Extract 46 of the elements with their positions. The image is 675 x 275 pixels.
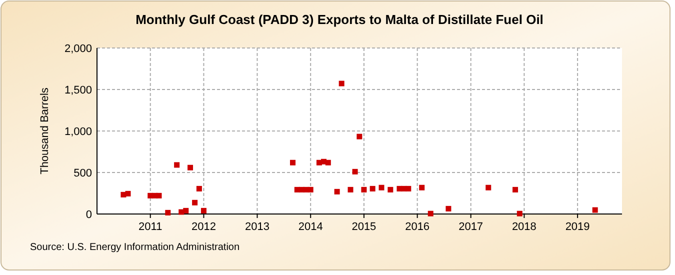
point bbox=[290, 160, 296, 166]
point bbox=[188, 164, 194, 170]
point bbox=[516, 210, 522, 216]
point bbox=[370, 186, 376, 192]
point bbox=[592, 207, 598, 213]
point bbox=[348, 186, 354, 192]
y-tick-label: 500 bbox=[74, 168, 92, 180]
point bbox=[356, 134, 362, 140]
point bbox=[156, 192, 162, 198]
x-tick-label: 2012 bbox=[191, 221, 216, 233]
point bbox=[308, 186, 314, 192]
point bbox=[378, 184, 384, 190]
point bbox=[325, 160, 331, 166]
x-tick-label: 2011 bbox=[138, 221, 162, 233]
y-tick-label: 1,500 bbox=[64, 84, 92, 96]
point bbox=[192, 200, 198, 206]
y-axis-title: Thousand Barrels bbox=[39, 87, 51, 174]
point bbox=[419, 184, 425, 190]
point bbox=[165, 210, 171, 216]
x-tick-label: 2018 bbox=[512, 221, 536, 233]
x-tick-label: 2013 bbox=[244, 221, 270, 233]
point bbox=[352, 168, 358, 174]
point bbox=[428, 210, 434, 216]
source-note: Source: U.S. Energy Information Administration bbox=[30, 242, 240, 253]
point bbox=[446, 206, 452, 212]
point bbox=[183, 208, 189, 214]
point bbox=[334, 188, 340, 194]
x-tick-label: 2016 bbox=[405, 221, 430, 233]
point bbox=[406, 186, 412, 192]
x-tick-label: 2014 bbox=[298, 221, 323, 233]
x-tick-label: 2015 bbox=[352, 221, 376, 233]
y-tick-label: 2,000 bbox=[64, 43, 92, 55]
point bbox=[512, 186, 518, 192]
x-tick-label: 2017 bbox=[458, 221, 484, 233]
point bbox=[200, 208, 206, 214]
point bbox=[361, 186, 367, 192]
point bbox=[125, 190, 131, 196]
point bbox=[338, 80, 344, 86]
point bbox=[196, 186, 202, 192]
point bbox=[388, 186, 394, 192]
y-tick-label: 0 bbox=[86, 209, 92, 221]
y-tick-label: 1,000 bbox=[64, 126, 92, 138]
point bbox=[486, 184, 492, 190]
chart-title: Monthly Gulf Coast (PADD 3) Exports to Malta of Distillate Fuel Oil bbox=[136, 12, 544, 27]
x-tick-label: 2019 bbox=[565, 221, 590, 233]
point bbox=[174, 162, 180, 168]
